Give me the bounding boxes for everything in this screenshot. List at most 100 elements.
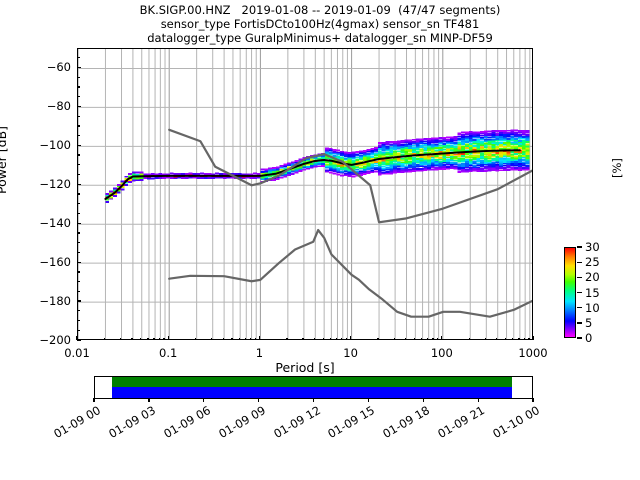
timeline-tick-label: 01-09 15 <box>325 403 378 441</box>
x-tick-mark-minor <box>163 337 165 340</box>
grid-lines <box>78 49 532 339</box>
colorbar-tick-label: 25 <box>585 255 600 270</box>
y-tick-mark-minor <box>77 57 80 59</box>
timeline-tick-mark <box>258 397 260 402</box>
y-tick-mark-minor <box>77 96 80 98</box>
x-tick-mark-minor <box>140 337 142 340</box>
x-tick-mark-minor <box>195 337 197 340</box>
timeline-tick-label: 01-09 09 <box>215 403 268 441</box>
y-tick-label: −160 <box>39 255 71 270</box>
y-tick-mark-minor <box>77 310 80 312</box>
figure-title: BK.SIGP.00.HNZ 2019-01-08 -- 2019-01-09 … <box>0 3 640 45</box>
colorbar-tick-mark <box>577 291 582 294</box>
x-tick-mark-minor <box>119 337 122 340</box>
x-tick-label: 100 <box>430 346 453 360</box>
x-tick-mark-minor <box>496 337 498 340</box>
ppsd-curves <box>78 49 532 339</box>
y-tick-mark-minor <box>77 193 80 195</box>
y-tick-mark <box>77 144 81 147</box>
x-tick-mark-minor <box>222 337 224 340</box>
timeline-tick-mark <box>93 397 95 402</box>
timeline-tick-mark <box>312 397 315 402</box>
x-tick-mark-minor <box>211 337 213 340</box>
x-tick-mark-minor <box>147 337 149 340</box>
y-tick-label: −180 <box>39 294 71 309</box>
colorbar-tick-label: 5 <box>585 315 593 330</box>
y-tick-mark-minor <box>77 319 80 322</box>
y-tick-mark-minor <box>77 329 80 331</box>
timeline-coverage-axes <box>94 376 533 399</box>
y-tick-mark <box>77 300 81 302</box>
x-tick-mark-minor <box>103 337 106 340</box>
y-tick-label: −200 <box>39 333 71 347</box>
timeline-tick-mark <box>203 397 205 402</box>
x-tick-mark-minor <box>341 337 343 340</box>
y-tick-label: −80 <box>46 99 71 114</box>
timeline-tick-mark <box>477 397 479 402</box>
y-tick-mark-minor <box>77 154 80 156</box>
colorbar-tick-label: 15 <box>585 285 600 300</box>
colorbar <box>564 247 576 338</box>
x-tick-mark <box>258 336 261 340</box>
y-tick-mark-minor <box>77 115 80 117</box>
y-tick-mark <box>77 183 81 185</box>
timeline-tick-label: 01-09 12 <box>270 403 323 441</box>
y-tick-mark-minor <box>77 251 80 254</box>
y-tick-mark-minor <box>77 135 80 137</box>
colorbar-tick-mark <box>577 246 582 248</box>
y-tick-mark-minor <box>77 242 80 244</box>
x-tick-mark-minor <box>504 337 507 340</box>
colorbar-tick-label: 10 <box>585 300 600 315</box>
x-tick-mark-minor <box>249 337 252 340</box>
y-tick-mark <box>77 66 81 69</box>
x-tick-label: 1000 <box>518 346 548 360</box>
timeline-tick-mark <box>532 397 534 402</box>
y-tick-label: −100 <box>39 138 71 153</box>
x-tick-mark-minor <box>335 337 338 340</box>
y-tick-mark-minor <box>77 125 80 127</box>
timeline-tick-mark <box>367 397 370 402</box>
x-axis-label: Period [s] <box>275 360 335 375</box>
title-line-1: BK.SIGP.00.HNZ 2019-01-08 -- 2019-01-09 … <box>139 3 501 17</box>
timeline-tick-label: 01-09 21 <box>435 403 488 441</box>
x-tick-mark-minor <box>254 337 256 340</box>
y-tick-mark-minor <box>77 290 80 293</box>
y-tick-mark <box>77 105 81 108</box>
colorbar-tick-mark <box>577 307 582 309</box>
x-tick-mark-minor <box>528 337 530 340</box>
ppsd-series-lines <box>104 128 532 318</box>
y-axis-label: Power [dB] <box>0 125 9 194</box>
y-tick-mark-minor <box>77 203 80 205</box>
y-tick-label: −140 <box>39 216 71 231</box>
x-tick-label: 0.01 <box>64 346 90 360</box>
x-tick-mark-minor <box>231 337 233 340</box>
x-tick-mark <box>167 336 169 340</box>
colorbar-tick-mark <box>577 322 582 324</box>
timeline-tick-mark <box>148 397 150 402</box>
x-tick-label: 10 <box>343 346 358 360</box>
x-tick-mark-minor <box>512 337 514 340</box>
x-tick-mark <box>532 336 534 340</box>
colorbar-tick-mark <box>577 337 582 339</box>
y-tick-mark-minor <box>77 212 80 215</box>
y-tick-mark-minor <box>77 173 80 176</box>
x-tick-mark-minor <box>329 337 332 340</box>
x-tick-mark-minor <box>244 337 246 340</box>
y-tick-mark <box>77 222 81 224</box>
colorbar-tick-label: 0 <box>585 331 593 345</box>
y-tick-mark-minor <box>77 271 80 273</box>
x-tick-label: 1 <box>255 346 264 360</box>
ppsd-plot-area <box>77 48 533 340</box>
x-tick-mark <box>76 336 78 340</box>
colorbar-unit-label: [%] <box>610 158 624 178</box>
y-tick-mark-minor <box>77 164 80 166</box>
timeline-tick-label: 01-09 06 <box>160 403 213 441</box>
x-tick-mark-minor <box>437 337 439 340</box>
timeline-tick-label: 01-09 00 <box>51 403 103 441</box>
y-tick-mark-minor <box>77 86 80 88</box>
y-tick-label: −60 <box>46 60 71 75</box>
colorbar-gradient <box>564 247 576 338</box>
x-tick-mark-minor <box>322 337 324 340</box>
x-tick-mark-minor <box>238 337 240 340</box>
